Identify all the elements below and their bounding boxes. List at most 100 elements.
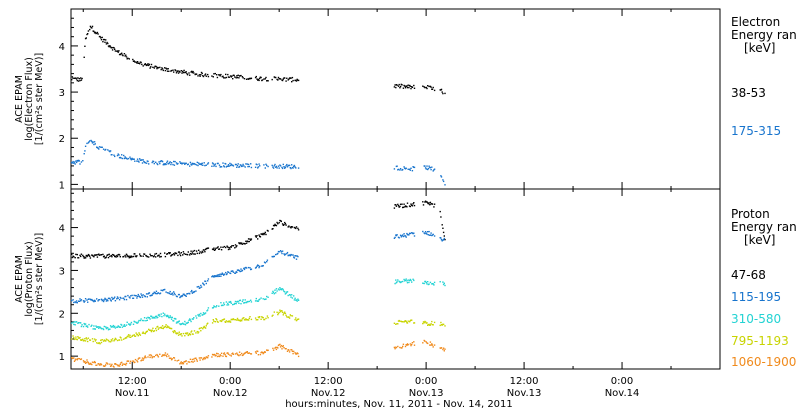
electron-point-38-53 xyxy=(84,45,86,47)
proton-point-310-580 xyxy=(74,324,76,326)
proton-point-310-580 xyxy=(72,321,74,324)
proton-point-47-68 xyxy=(260,233,262,235)
proton-point-115-195 xyxy=(220,275,222,277)
electron-point-38-53 xyxy=(296,78,298,81)
electron-point-38-53 xyxy=(204,73,207,75)
proton-point-115-195 xyxy=(426,233,428,235)
proton-point-795-1193 xyxy=(114,339,116,341)
electron-point-38-53 xyxy=(207,75,210,78)
proton-point-47-68 xyxy=(230,246,232,248)
electron-point-175-315 xyxy=(212,163,214,165)
proton-point-1060-1900 xyxy=(110,365,112,367)
proton-point-795-1193 xyxy=(116,339,119,342)
proton-point-310-580 xyxy=(240,303,242,305)
proton-point-310-580 xyxy=(291,294,293,296)
electron-point-38-53 xyxy=(96,31,99,34)
proton-point-1060-1900 xyxy=(76,359,78,361)
proton-point-310-580 xyxy=(220,304,223,307)
proton-point-795-1193 xyxy=(125,337,128,339)
proton-point-310-580 xyxy=(423,282,425,285)
proton-point-115-195 xyxy=(169,290,171,293)
proton-point-310-580 xyxy=(134,321,136,323)
electron-point-175-315 xyxy=(73,161,76,163)
proton-point-115-195 xyxy=(424,232,426,235)
proton-point-47-68 xyxy=(283,224,285,226)
proton-ylabel-line2: log(Proton Flux) xyxy=(24,241,35,316)
proton-point-310-580 xyxy=(157,316,159,318)
electron-point-175-315 xyxy=(218,164,221,166)
proton-point-47-68 xyxy=(433,203,436,205)
proton-point-1060-1900 xyxy=(115,363,117,366)
proton-point-115-195 xyxy=(93,299,96,302)
proton-point-310-580 xyxy=(220,302,222,304)
electron-point-38-53 xyxy=(263,78,265,80)
electron-point-38-53 xyxy=(182,70,184,73)
proton-point-47-68 xyxy=(291,226,294,228)
proton-point-795-1193 xyxy=(205,325,207,327)
proton-point-795-1193 xyxy=(84,338,86,340)
electron-point-175-315 xyxy=(294,166,296,168)
electron-point-38-53 xyxy=(247,78,250,80)
proton-point-47-68 xyxy=(214,248,216,251)
proton-point-47-68 xyxy=(295,227,297,230)
proton-point-47-68 xyxy=(247,240,249,243)
proton-point-1060-1900 xyxy=(281,345,284,348)
proton-point-795-1193 xyxy=(105,340,107,342)
proton-point-115-195 xyxy=(102,299,104,301)
electron-point-38-53 xyxy=(166,68,168,70)
proton-point-795-1193 xyxy=(133,334,135,336)
proton-point-115-195 xyxy=(433,235,436,237)
proton-point-47-68 xyxy=(85,254,87,257)
proton-point-795-1193 xyxy=(444,325,446,327)
proton-point-310-580 xyxy=(238,302,240,304)
proton-point-47-68 xyxy=(394,204,396,206)
proton-ytick-label: 3 xyxy=(59,266,65,277)
proton-point-795-1193 xyxy=(397,323,399,325)
proton-point-795-1193 xyxy=(139,333,141,335)
proton-point-1060-1900 xyxy=(104,365,106,367)
proton-point-795-1193 xyxy=(258,316,260,319)
proton-point-47-68 xyxy=(71,256,74,259)
proton-point-795-1193 xyxy=(87,340,89,343)
electron-point-38-53 xyxy=(176,70,178,73)
electron-point-175-315 xyxy=(282,163,284,166)
electron-point-38-53 xyxy=(288,77,291,79)
proton-point-795-1193 xyxy=(75,336,77,338)
proton-point-47-68 xyxy=(134,253,136,255)
proton-point-47-68 xyxy=(215,247,217,249)
electron-point-38-53 xyxy=(108,46,110,48)
proton-point-47-68 xyxy=(139,253,141,255)
electron-point-175-315 xyxy=(244,166,246,168)
proton-point-795-1193 xyxy=(285,314,287,317)
electron-point-38-53 xyxy=(411,86,414,88)
electron-point-38-53 xyxy=(123,53,126,55)
electron-point-38-53 xyxy=(142,65,144,67)
proton-point-795-1193 xyxy=(114,337,117,340)
electron-point-38-53 xyxy=(402,87,405,89)
proton-point-310-580 xyxy=(171,316,173,319)
proton-point-47-68 xyxy=(444,238,446,241)
proton-point-1060-1900 xyxy=(199,359,201,361)
proton-point-47-68 xyxy=(278,222,280,224)
proton-point-115-195 xyxy=(402,234,404,236)
electron-point-175-315 xyxy=(189,161,192,164)
proton-point-795-1193 xyxy=(108,340,110,343)
proton-point-310-580 xyxy=(192,318,194,320)
electron-point-38-53 xyxy=(121,52,123,54)
proton-point-1060-1900 xyxy=(134,361,136,363)
proton-point-795-1193 xyxy=(396,323,398,325)
proton-point-1060-1900 xyxy=(136,361,139,363)
proton-point-310-580 xyxy=(411,281,413,283)
electron-point-175-315 xyxy=(145,162,148,164)
electron-point-175-315 xyxy=(399,168,402,170)
proton-point-795-1193 xyxy=(395,323,397,325)
proton-point-795-1193 xyxy=(217,321,219,323)
electron-point-175-315 xyxy=(109,150,112,152)
proton-point-795-1193 xyxy=(248,317,250,320)
proton-point-795-1193 xyxy=(295,319,298,322)
proton-point-795-1193 xyxy=(102,340,105,342)
proton-point-47-68 xyxy=(442,227,444,229)
electron-point-175-315 xyxy=(281,167,284,170)
proton-point-795-1193 xyxy=(190,331,192,333)
proton-point-795-1193 xyxy=(250,318,253,321)
